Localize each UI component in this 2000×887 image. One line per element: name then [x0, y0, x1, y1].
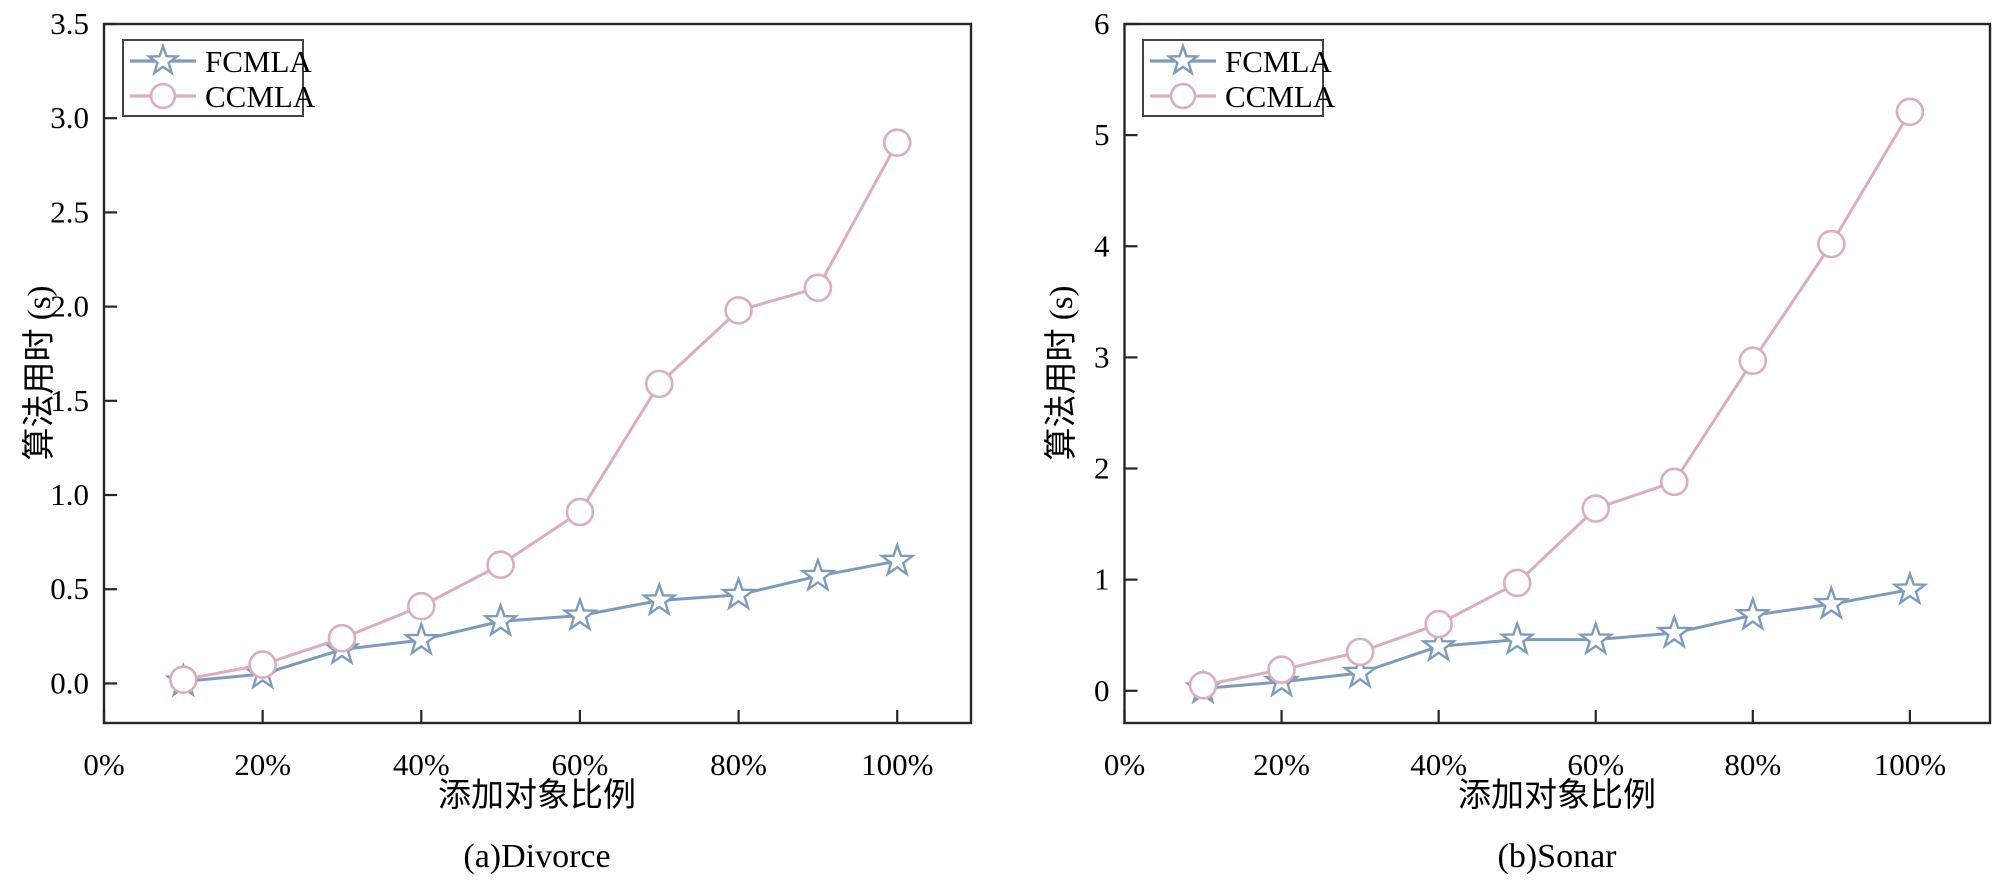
chart-sonar: 0% 20% 40% 60% 80% 100% 0 1 2 3 4 5 6 FCMLA CCMLA 算法用时…	[1000, 0, 2000, 887]
legend-label-ccmla: CCMLA	[205, 79, 316, 114]
x-tick-label: 40%	[1410, 747, 1467, 782]
circle-marker-ccmla	[1659, 467, 1689, 497]
plot-border	[1123, 22, 1992, 725]
plot-border	[102, 22, 973, 725]
circle-marker-ccmla	[1502, 568, 1532, 598]
divorce-y-axis-label: 算法用时 (s)	[22, 285, 58, 461]
series-line-fcmla	[1202, 588, 1911, 691]
star-marker-fcmla	[402, 620, 440, 656]
y-tick-label: 1	[1094, 562, 1110, 597]
circle-marker-ccmla	[565, 497, 595, 527]
circle-marker-ccmla	[1895, 97, 1925, 127]
x-tick-label: 20%	[234, 747, 291, 782]
star-marker-fcmla	[1812, 584, 1851, 620]
y-tick-label: 2.0	[50, 289, 89, 324]
circle-marker-ccmla	[169, 665, 198, 694]
star-marker-fcmla	[1419, 626, 1458, 663]
star-marker-fcmla	[561, 595, 599, 632]
y-tick-label: 2.5	[50, 194, 89, 229]
star-marker-fcmla	[1341, 653, 1379, 689]
series-line-ccmla	[1202, 111, 1912, 687]
circle-marker-ccmla	[803, 273, 833, 303]
star-marker-fcmla	[481, 601, 520, 638]
circle-marker-ccmla	[1188, 670, 1218, 700]
circle-marker-ccmla	[882, 128, 912, 157]
x-tick-label: 60%	[552, 747, 609, 782]
sonar-x-axis-label: 添加对象比例	[1458, 778, 1656, 814]
circle-marker-ccmla	[248, 650, 277, 679]
circle-marker-ccmla	[1345, 637, 1375, 667]
y-tick-label: 3.0	[50, 100, 89, 135]
legend-star-marker	[145, 42, 181, 76]
y-tick-label: 5	[1094, 117, 1110, 152]
legend-star-marker	[1165, 42, 1201, 76]
series-line-ccmla	[183, 141, 899, 682]
legend-circle-marker	[1169, 82, 1197, 110]
x-tick-label: 100%	[1874, 747, 1946, 782]
series-line-fcmla	[183, 559, 898, 684]
x-tick-label: 40%	[393, 747, 450, 782]
y-tick-label: 0	[1094, 673, 1110, 708]
circle-marker-ccmla	[1738, 346, 1768, 376]
circle-marker-ccmla	[1581, 494, 1611, 523]
circle-marker-ccmla	[1817, 229, 1846, 259]
y-tick-label: 2	[1094, 451, 1110, 486]
divorce-plot: 0% 20% 40% 60% 80% 100% 0.0 0.5 1.0 1.5 2.0 2.5 3.0 3…	[50, 6, 973, 782]
x-tick-label: 80%	[1724, 747, 1781, 782]
star-marker-fcmla	[1577, 619, 1615, 656]
star-marker-fcmla	[1734, 595, 1772, 632]
y-tick-label: 6	[1094, 6, 1110, 41]
y-tick-label: 3	[1094, 339, 1110, 374]
x-tick-label: 0%	[1104, 747, 1145, 782]
star-marker-fcmla	[878, 541, 916, 577]
star-marker-fcmla	[719, 575, 758, 611]
legend-label-ccmla: CCMLA	[1225, 79, 1336, 114]
x-tick-label: 20%	[1253, 747, 1310, 782]
star-marker-fcmla	[799, 556, 837, 592]
circle-marker-ccmla	[1267, 655, 1296, 684]
circle-marker-ccmla	[406, 591, 436, 621]
x-tick-label: 60%	[1567, 747, 1624, 782]
circle-marker-ccmla	[724, 296, 753, 325]
circle-marker-ccmla	[327, 623, 357, 653]
divorce-x-axis-label: 添加对象比例	[438, 778, 636, 814]
circle-marker-ccmla	[486, 550, 515, 580]
star-marker-fcmla	[640, 580, 678, 617]
divorce-caption: (a)Divorce	[463, 838, 611, 875]
x-tick-label: 100%	[861, 747, 933, 782]
x-tick-label: 80%	[710, 747, 767, 782]
x-tick-label: 0%	[83, 747, 124, 782]
y-tick-label: 1.5	[50, 383, 89, 418]
star-marker-fcmla	[1891, 569, 1929, 606]
star-marker-fcmla	[1655, 613, 1693, 649]
sonar-caption: (b)Sonar	[1497, 838, 1617, 875]
star-marker-fcmla	[1498, 619, 1536, 656]
y-tick-label: 4	[1094, 228, 1110, 263]
y-tick-label: 1.0	[50, 477, 89, 512]
legend-circle-marker	[149, 82, 177, 110]
chart-divorce: 0% 20% 40% 60% 80% 100% 0.0 0.5 1.0 1.5 2.0 2.5 3.0 3…	[22, 6, 973, 875]
sonar-y-axis-label: 算法用时 (s)	[1044, 285, 1080, 461]
y-tick-label: 0.0	[50, 665, 89, 700]
circle-marker-ccmla	[644, 369, 674, 399]
legend-label-fcmla: FCMLA	[205, 44, 312, 79]
y-tick-label: 0.5	[50, 571, 89, 606]
y-tick-label: 3.5	[50, 6, 89, 41]
circle-marker-ccmla	[1424, 609, 1453, 639]
legend-label-fcmla: FCMLA	[1225, 44, 1332, 79]
